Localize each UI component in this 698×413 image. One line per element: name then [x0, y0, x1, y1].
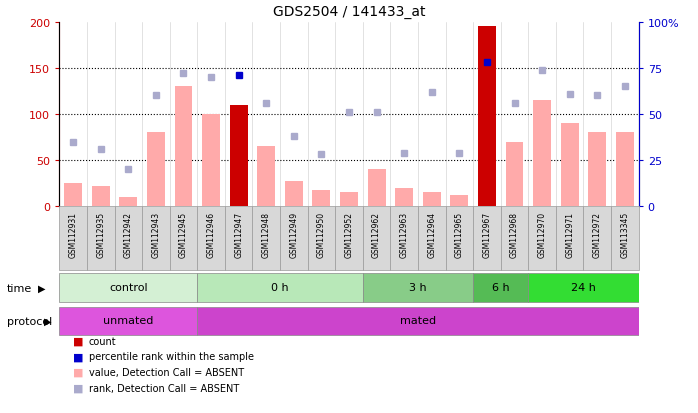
Text: GSM112965: GSM112965 — [455, 211, 464, 258]
Bar — [119, 197, 138, 206]
Bar — [308, 206, 335, 271]
Bar — [202, 114, 220, 206]
Bar — [147, 133, 165, 206]
Bar — [91, 186, 110, 206]
Text: ▶: ▶ — [44, 316, 52, 326]
Text: GSM112964: GSM112964 — [427, 211, 436, 258]
Bar — [198, 274, 363, 302]
Text: ▶: ▶ — [38, 283, 46, 293]
Text: ■: ■ — [73, 336, 84, 346]
Bar — [64, 183, 82, 206]
Bar — [225, 206, 253, 271]
Bar — [473, 206, 500, 271]
Bar — [368, 170, 385, 206]
Text: time: time — [7, 283, 32, 293]
Bar — [142, 206, 170, 271]
Text: GSM112968: GSM112968 — [510, 211, 519, 258]
Text: GSM112952: GSM112952 — [345, 211, 353, 258]
Bar — [390, 206, 418, 271]
Bar — [253, 206, 280, 271]
Text: 3 h: 3 h — [409, 282, 426, 292]
Text: ■: ■ — [73, 351, 84, 361]
Bar — [114, 206, 142, 271]
Bar — [59, 206, 87, 271]
Text: ■: ■ — [73, 383, 84, 393]
Text: GSM112946: GSM112946 — [207, 211, 216, 258]
Text: mated: mated — [400, 316, 436, 325]
Text: percentile rank within the sample: percentile rank within the sample — [89, 351, 253, 361]
Bar — [616, 133, 634, 206]
Text: 6 h: 6 h — [492, 282, 510, 292]
Bar — [363, 274, 473, 302]
Bar — [533, 101, 551, 206]
Text: rank, Detection Call = ABSENT: rank, Detection Call = ABSENT — [89, 383, 239, 393]
Bar — [198, 307, 639, 335]
Text: GSM112942: GSM112942 — [124, 211, 133, 258]
Text: unmated: unmated — [103, 316, 154, 325]
Bar — [560, 124, 579, 206]
Bar — [556, 206, 584, 271]
Bar — [611, 206, 639, 271]
Bar — [280, 206, 308, 271]
Text: GSM112943: GSM112943 — [151, 211, 161, 258]
Bar — [584, 206, 611, 271]
Bar — [423, 193, 440, 206]
Bar — [528, 206, 556, 271]
Bar — [170, 206, 198, 271]
Text: GDS2504 / 141433_at: GDS2504 / 141433_at — [273, 5, 425, 19]
Bar — [450, 195, 468, 206]
Text: GSM112947: GSM112947 — [234, 211, 243, 258]
Text: GSM112935: GSM112935 — [96, 211, 105, 258]
Text: 24 h: 24 h — [571, 282, 596, 292]
Bar — [285, 182, 303, 206]
Text: ■: ■ — [73, 367, 84, 377]
Text: GSM112945: GSM112945 — [179, 211, 188, 258]
Bar — [258, 147, 275, 206]
Text: GSM112972: GSM112972 — [593, 211, 602, 258]
Text: 0 h: 0 h — [272, 282, 289, 292]
Bar — [59, 274, 198, 302]
Bar — [478, 27, 496, 206]
Bar — [418, 206, 445, 271]
Bar — [198, 206, 225, 271]
Bar — [395, 188, 413, 206]
Text: count: count — [89, 336, 117, 346]
Text: GSM112970: GSM112970 — [537, 211, 547, 258]
Bar — [445, 206, 473, 271]
Bar — [528, 274, 639, 302]
Text: GSM113345: GSM113345 — [621, 211, 630, 258]
Bar — [313, 191, 330, 206]
Text: protocol: protocol — [7, 316, 52, 326]
Text: GSM112948: GSM112948 — [262, 211, 271, 258]
Bar — [340, 193, 358, 206]
Bar — [87, 206, 114, 271]
Text: GSM112971: GSM112971 — [565, 211, 574, 258]
Text: GSM112962: GSM112962 — [372, 211, 381, 258]
Bar — [363, 206, 390, 271]
Text: GSM112931: GSM112931 — [68, 211, 77, 258]
Bar — [500, 206, 528, 271]
Bar — [505, 142, 524, 206]
Bar — [59, 307, 198, 335]
Bar — [174, 87, 193, 206]
Text: GSM112950: GSM112950 — [317, 211, 326, 258]
Bar — [335, 206, 363, 271]
Bar — [230, 105, 248, 206]
Text: GSM112967: GSM112967 — [482, 211, 491, 258]
Bar — [588, 133, 607, 206]
Text: GSM112949: GSM112949 — [290, 211, 298, 258]
Text: GSM112963: GSM112963 — [400, 211, 408, 258]
Text: value, Detection Call = ABSENT: value, Detection Call = ABSENT — [89, 367, 244, 377]
Bar — [473, 274, 528, 302]
Text: control: control — [109, 282, 147, 292]
